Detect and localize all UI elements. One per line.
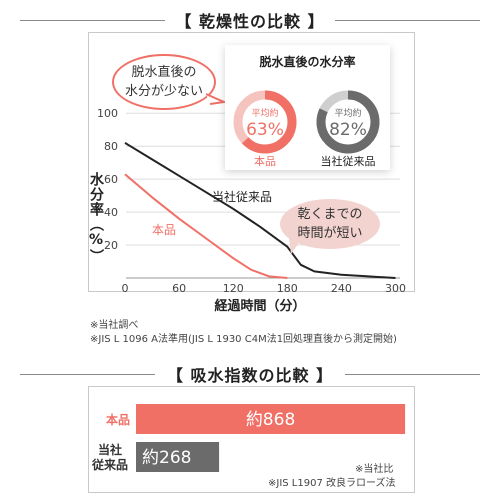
series-line-product [124, 173, 288, 279]
bar-label-product: 本品 [105, 413, 130, 427]
donut-label: 本品 [254, 154, 276, 168]
donut-arc-conventional [316, 90, 380, 154]
x-tick-label: 60 [172, 282, 186, 295]
title2-rule-right [345, 374, 480, 375]
absorb-section-title: 【 吸水指数の比較 】 [166, 366, 334, 385]
y-tick-label: 20 [104, 239, 118, 252]
dry-section-title: 【 乾燥性の比較 】 [175, 12, 325, 31]
absorb-panel [88, 386, 415, 493]
y-axis-label: 水分率（%） [88, 172, 104, 264]
x-tick-label: 240 [331, 282, 352, 295]
callout-right-line1: 乾くまでの [297, 207, 363, 222]
x-axis-label: 経過時間（分） [214, 299, 306, 314]
series-line-conventional [124, 142, 396, 279]
title-rule-right [335, 20, 480, 21]
y-tick-label: 80 [104, 140, 118, 153]
donut-prefix: 平均約 [334, 107, 361, 119]
donut-prefix: 平均約 [251, 107, 278, 119]
donut-label: 当社従来品 [321, 154, 376, 168]
absorb-note-2: ※JIS L1907 改良ラローズ法 [268, 478, 396, 489]
callout-left-line1: 脱水直後の [131, 65, 197, 80]
callout-left-line2: 水分が少ない [124, 84, 203, 99]
moisture-donut-card: 脱水直後の水分率 平均約 63% 本品 平均約 82% 当社従来品 [225, 45, 390, 170]
bar-product [136, 404, 406, 434]
series-label-conventional: 当社従来品 [212, 190, 273, 204]
y-tick-label: 100 [97, 107, 118, 120]
callout-bubble-left: 脱水直後の 水分が少ない [112, 54, 216, 110]
dry-note-1: ※当社調べ [90, 320, 139, 331]
x-tick-label: 300 [385, 282, 406, 295]
x-tick-label: 180 [277, 282, 298, 295]
bar-value-label: 約268 [142, 448, 191, 468]
title-rule-left [20, 20, 165, 21]
donut-value: 82% [329, 120, 367, 140]
y-tick-label: 60 [104, 173, 118, 186]
bar-label-conventional: 当社 従来品 [91, 443, 128, 472]
title2-rule-left [20, 374, 155, 375]
bar-value-label: 約868 [246, 410, 295, 430]
bar-conventional [136, 442, 220, 472]
callout-left-tail [206, 93, 226, 105]
donut-card-title: 脱水直後の水分率 [259, 55, 356, 69]
x-tick-label: 120 [223, 282, 244, 295]
absorb-note-1: ※当社比 [355, 464, 394, 475]
donut-value: 63% [246, 120, 284, 140]
y-tick-label: 40 [104, 206, 118, 219]
donut-arc-product [233, 90, 297, 154]
callout-right-line2: 時間が短い [297, 226, 363, 241]
x-tick-label: 0 [122, 282, 129, 295]
series-label-product: 本品 [152, 223, 177, 237]
dry-note-2: ※JIS L 1096 A法準用(JIS L 1930 C4M法1回処理直後から… [90, 334, 397, 345]
callout-right-tail [289, 238, 301, 254]
